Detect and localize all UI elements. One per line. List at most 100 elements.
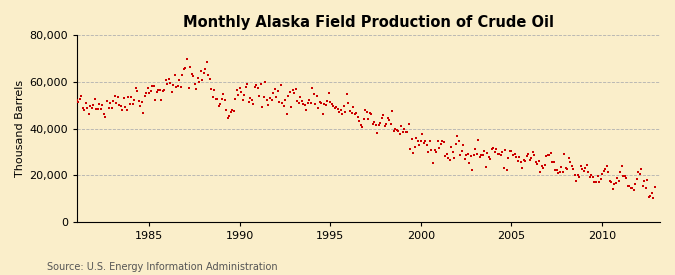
- Point: [482, 151, 493, 155]
- Point: [139, 94, 150, 98]
- Point: [529, 153, 539, 158]
- Point: [252, 86, 263, 90]
- Point: [378, 113, 389, 117]
- Point: [431, 150, 441, 154]
- Point: [551, 167, 562, 172]
- Point: [435, 142, 446, 146]
- Point: [238, 98, 248, 103]
- Point: [240, 84, 251, 89]
- Point: [628, 188, 639, 192]
- Point: [277, 101, 288, 106]
- Point: [321, 103, 331, 108]
- Point: [350, 111, 361, 115]
- Point: [145, 89, 156, 94]
- Point: [115, 104, 126, 108]
- Point: [304, 98, 315, 103]
- Point: [358, 117, 369, 121]
- Point: [315, 100, 325, 104]
- Point: [393, 128, 404, 133]
- Point: [117, 108, 128, 112]
- Point: [136, 100, 147, 104]
- Point: [198, 71, 209, 75]
- Point: [647, 191, 657, 195]
- Point: [118, 96, 129, 100]
- Point: [639, 179, 650, 183]
- Point: [493, 152, 504, 156]
- Point: [133, 99, 144, 104]
- Point: [129, 98, 140, 102]
- Point: [580, 166, 591, 170]
- Point: [544, 153, 555, 157]
- Point: [538, 166, 549, 170]
- Point: [236, 90, 247, 94]
- Point: [301, 108, 312, 112]
- Point: [352, 115, 363, 119]
- Point: [630, 182, 641, 186]
- Point: [107, 99, 118, 103]
- Point: [448, 150, 458, 154]
- Point: [105, 101, 115, 105]
- Point: [334, 110, 345, 114]
- Point: [251, 83, 262, 88]
- Point: [578, 169, 589, 173]
- Point: [372, 131, 383, 135]
- Point: [547, 160, 558, 164]
- Point: [477, 153, 488, 158]
- Point: [470, 147, 481, 152]
- Point: [535, 169, 545, 174]
- Point: [526, 156, 537, 160]
- Point: [532, 162, 543, 166]
- Point: [441, 152, 452, 156]
- Point: [293, 101, 304, 106]
- Point: [410, 145, 421, 149]
- Point: [527, 150, 538, 155]
- Point: [550, 168, 561, 172]
- Point: [273, 99, 284, 104]
- Point: [340, 110, 351, 114]
- Point: [355, 123, 366, 127]
- Point: [103, 106, 114, 110]
- Point: [562, 167, 572, 171]
- Point: [412, 139, 423, 143]
- Point: [379, 124, 390, 128]
- Point: [176, 85, 186, 90]
- Point: [97, 103, 108, 108]
- Point: [589, 180, 600, 184]
- Point: [262, 97, 273, 102]
- Point: [494, 152, 505, 156]
- Point: [227, 108, 238, 112]
- Point: [183, 85, 194, 90]
- Point: [426, 148, 437, 152]
- Point: [155, 88, 165, 93]
- Point: [153, 87, 164, 92]
- Point: [325, 99, 335, 104]
- Point: [73, 100, 84, 104]
- Point: [608, 187, 618, 191]
- Point: [497, 150, 508, 155]
- Point: [310, 101, 321, 106]
- Point: [167, 90, 178, 94]
- Point: [99, 111, 109, 116]
- Point: [612, 175, 622, 180]
- Point: [576, 164, 587, 169]
- Point: [239, 93, 250, 97]
- Point: [361, 109, 372, 114]
- Point: [404, 122, 414, 126]
- Point: [173, 84, 184, 88]
- Point: [583, 170, 594, 174]
- Point: [112, 95, 123, 100]
- Point: [399, 127, 410, 131]
- Point: [333, 106, 344, 111]
- Point: [461, 153, 472, 157]
- Point: [491, 147, 502, 151]
- Point: [392, 128, 402, 133]
- Point: [109, 94, 120, 98]
- Point: [622, 184, 633, 189]
- Point: [348, 105, 358, 109]
- Point: [499, 166, 510, 170]
- Point: [437, 139, 448, 144]
- Point: [233, 92, 244, 97]
- Point: [244, 100, 254, 105]
- Point: [455, 152, 466, 157]
- Point: [119, 104, 130, 109]
